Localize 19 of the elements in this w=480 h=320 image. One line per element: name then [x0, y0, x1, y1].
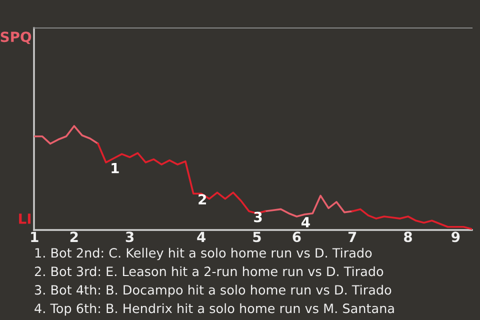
text: 1. Bot 2nd: C. Kelley hit a solo home run vs D. Tirado	[35, 248, 372, 260]
x-tick-label: 8	[404, 232, 412, 242]
x-tick-label: 6	[292, 232, 301, 242]
x-tick-label: 4	[197, 232, 206, 242]
text: 2. Bot 3rd: E. Leason hit a 2-run home run vs D. Tirado	[34, 266, 384, 276]
x-tick-label: 1	[31, 232, 38, 242]
x-tick-label: 9	[452, 232, 460, 242]
annotation: 4	[302, 217, 310, 228]
x-tick-label: 3	[126, 232, 134, 242]
text: 4. Top 6th: B. Hendrix hit a solo home run vs M. Santana	[34, 303, 394, 316]
x-tick-label: 2	[70, 232, 78, 242]
text: 3. Bot 4th: B. Docampo hit a solo home run vs D. Tirado	[34, 284, 392, 298]
annotation: 3	[254, 212, 262, 222]
text: SPQ	[0, 32, 32, 44]
x-tick-label: 7	[348, 232, 356, 242]
x-tick-label: 5	[253, 232, 261, 242]
text: LI	[19, 214, 31, 224]
annotation: 2	[198, 194, 206, 204]
annotation: 1	[112, 163, 119, 174]
